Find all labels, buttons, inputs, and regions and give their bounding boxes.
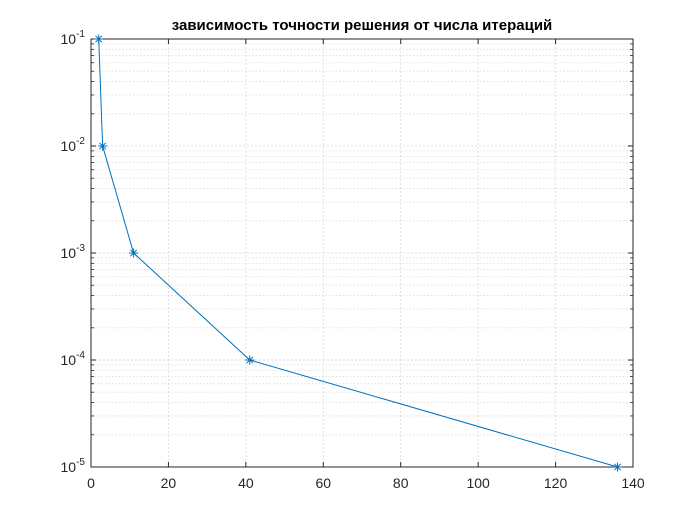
data-point-marker	[129, 248, 139, 258]
y-tick-label: 10-4	[61, 350, 86, 368]
y-tick-labels: 10-5 10-4 10-3 10-2 10-1	[61, 29, 86, 475]
x-tick-label: 0	[87, 475, 95, 491]
y-tick-label: 10-3	[61, 243, 86, 261]
x-tick-label: 20	[161, 475, 177, 491]
x-tick-labels: 0 20 40 60 80 100 120 140	[87, 475, 645, 491]
data-point-marker	[245, 355, 255, 365]
major-grid	[91, 39, 633, 467]
axis-ticks	[90, 38, 634, 468]
x-tick-label: 120	[544, 475, 568, 491]
data-point-marker	[98, 141, 108, 151]
x-tick-label: 140	[621, 475, 645, 491]
data-point-marker	[613, 462, 623, 472]
chart-title: зависимость точности решения от числа ит…	[172, 17, 553, 34]
y-tick-label: 10-1	[61, 29, 86, 47]
x-tick-label: 60	[315, 475, 331, 491]
series-layer	[94, 34, 623, 472]
y-tick-label: 10-5	[61, 457, 86, 475]
data-point-marker	[94, 34, 104, 44]
y-tick-label: 10-2	[61, 136, 86, 154]
plot-area	[91, 39, 633, 467]
x-tick-label: 40	[238, 475, 254, 491]
x-tick-label: 80	[393, 475, 409, 491]
x-tick-label: 100	[466, 475, 490, 491]
